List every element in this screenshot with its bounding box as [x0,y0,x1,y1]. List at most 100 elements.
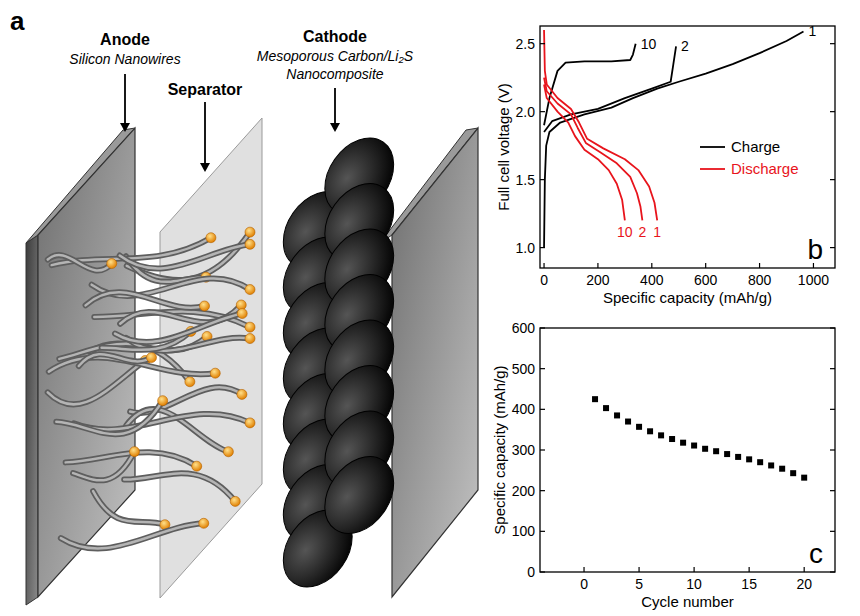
nanowire-tip [237,309,247,319]
nanowire-highlight [56,401,162,435]
nanowire [124,473,235,501]
nanowire-highlight [124,473,235,501]
data-point [614,412,620,418]
x-tick [543,263,544,268]
plot-data [544,30,803,248]
nanowire-tip [245,322,255,332]
series-label: 10 [617,224,633,240]
nanowire-tip [199,518,209,528]
nanowire-tip [206,233,216,243]
x-tick [651,263,652,268]
arrow-head [200,163,210,172]
data-point [669,436,675,442]
figure: aAnodeSilicon NanowiresSeparatorCathodeM… [0,0,860,616]
x-tick-label: 20 [796,576,812,592]
nanowire-highlight [93,491,165,525]
y-tick-mirror [830,111,835,112]
panel-letter: c [809,538,823,569]
data-point [636,424,642,430]
series-line [544,31,803,247]
x-tick-label: 600 [694,272,718,288]
nanowire [86,292,205,307]
y-tick [540,43,545,44]
data-point [691,443,697,449]
nanowire [74,414,250,430]
data-point [801,475,807,481]
legend-swatch [700,146,725,148]
nanowire [120,244,250,268]
nanowire-tip [245,285,255,295]
series-label: 2 [681,38,689,54]
nanowire-highlight [74,414,250,430]
anode-subtitle: Silicon Nanowires [69,51,180,67]
nanowire-tip [199,301,209,311]
legend-label: Discharge [731,160,799,177]
y-tick-mirror [830,327,835,328]
y-axis-title: Full cell voltage (V) [495,83,512,211]
y-tick-label: 600 [512,320,536,336]
x-tick-label: 200 [586,272,610,288]
nanowire-highlight [86,292,205,307]
nanowire-highlight [115,314,242,342]
nanowire-tip [192,461,202,471]
y-tick [540,368,545,369]
x-tick-label: 15 [741,576,757,592]
nanowire [79,354,152,366]
nanowire-highlight [120,244,250,268]
nanowire-tip [146,353,156,363]
y-tick-mirror [830,490,835,491]
x-tick [749,567,750,572]
series-label: 1 [808,23,816,39]
nanowire-highlight [48,255,112,270]
legend-swatch [700,168,725,170]
nanowire-tip [245,418,255,428]
arrow-line [124,74,126,124]
y-tick-mirror [830,247,835,248]
chart: 020040060080010001.01.52.02.5Specific ca… [495,23,835,306]
x-tick-label: 400 [640,272,664,288]
data-point [713,448,719,454]
nanowire-tip [223,447,233,457]
data-point [757,459,763,465]
data-point [592,396,598,402]
legend-label: Charge [731,138,780,155]
data-point [735,454,741,460]
panel-letter: a [10,6,25,36]
x-tick-label: 1000 [798,272,829,288]
x-tick-label: 800 [748,272,772,288]
nanowire-highlight [73,452,134,481]
series-line [544,78,642,221]
arrow-head [330,123,340,132]
y-tick-label: 200 [512,483,536,499]
panel-letter: b [807,234,823,265]
y-tick-label: 500 [512,361,536,377]
x-tick [638,567,639,572]
x-tick-label: 10 [686,576,702,592]
arrow-line [204,102,206,164]
nanowire-tip [107,259,117,269]
nanowire [73,452,134,481]
data-point [702,446,708,452]
x-tick [597,263,598,268]
data-point [680,440,686,446]
y-tick-mirror [830,449,835,450]
x-axis-title: Specific capacity (mAh/g) [603,289,772,306]
nanowire-tip [185,377,195,387]
nanowire [93,491,165,525]
nanowire-tip [245,239,255,249]
nanowire-highlight [79,354,152,366]
series-label: 10 [641,36,657,52]
nanowire-tip [245,334,255,344]
data-point [603,405,609,411]
y-tick-label: 0 [527,564,535,580]
data-point [647,428,653,434]
nanowire [56,401,162,435]
data-point [658,432,664,438]
composite-particle [311,443,408,546]
data-point [779,466,785,472]
nanowire-tip [210,368,220,378]
plot-data [592,396,807,480]
y-tick [540,571,545,572]
legend: Charge Discharge [700,138,799,177]
y-tick-label: 1.0 [516,240,536,256]
